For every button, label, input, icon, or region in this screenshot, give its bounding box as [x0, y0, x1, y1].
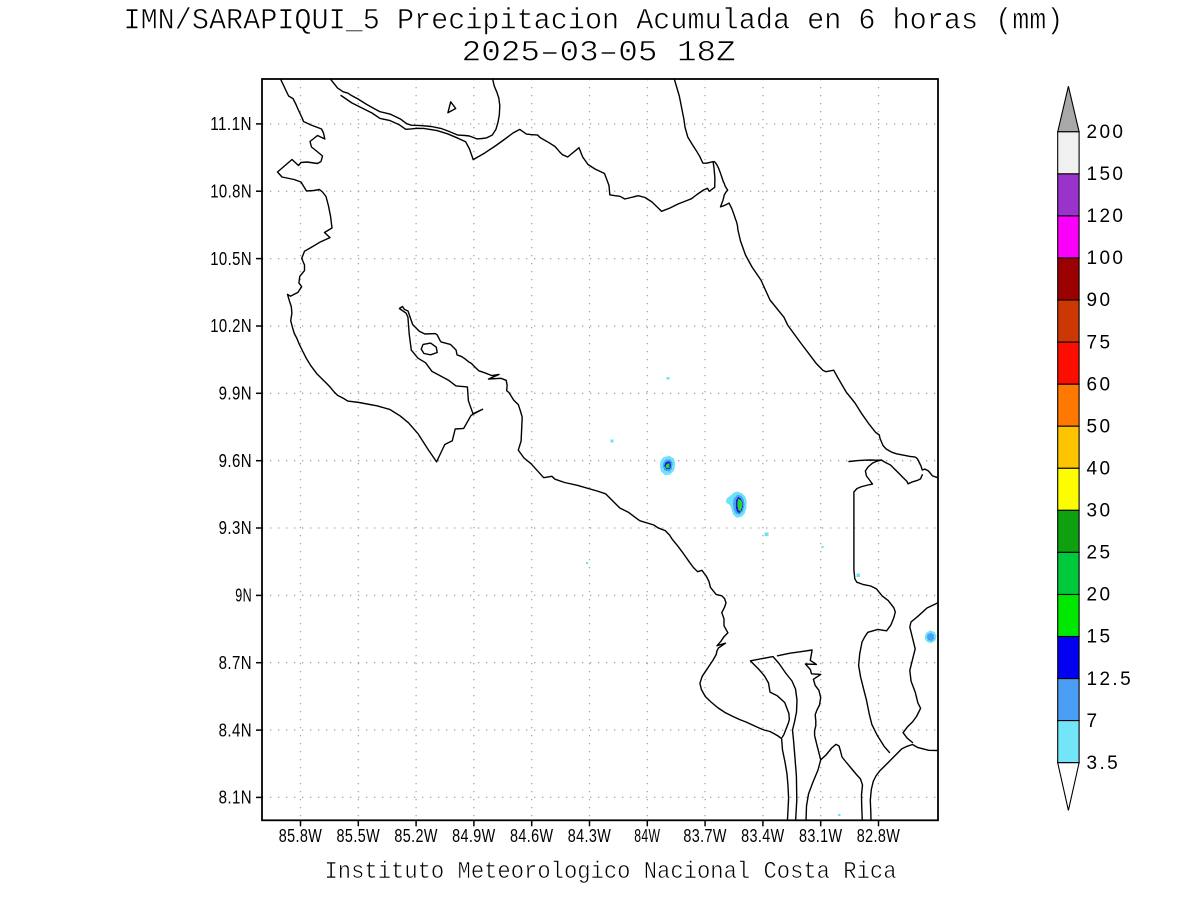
svg-text:84.9W: 84.9W: [452, 826, 496, 846]
svg-text:10.2N: 10.2N: [210, 316, 252, 336]
svg-text:100: 100: [1087, 248, 1126, 269]
svg-text:83.7W: 83.7W: [683, 826, 727, 846]
svg-text:83.4W: 83.4W: [741, 826, 785, 846]
svg-text:11.1N: 11.1N: [210, 114, 252, 134]
svg-text:12.5: 12.5: [1087, 669, 1134, 690]
svg-text:IMN/SARAPIQUI_5 Precipitacion: IMN/SARAPIQUI_5 Precipitacion Acumulada …: [124, 4, 1064, 38]
svg-text:15: 15: [1087, 627, 1113, 648]
svg-text:8.7N: 8.7N: [219, 653, 252, 673]
svg-text:10.5N: 10.5N: [210, 249, 252, 269]
svg-text:150: 150: [1087, 164, 1126, 185]
svg-text:85.2W: 85.2W: [394, 826, 438, 846]
svg-text:8.4N: 8.4N: [219, 720, 252, 740]
svg-text:75: 75: [1087, 332, 1113, 353]
svg-text:200: 200: [1087, 122, 1126, 143]
svg-text:120: 120: [1087, 206, 1126, 227]
svg-text:84.6W: 84.6W: [510, 826, 554, 846]
svg-text:10.8N: 10.8N: [210, 181, 252, 201]
svg-text:82.8W: 82.8W: [857, 826, 901, 846]
svg-text:2025–03–05 18Z: 2025–03–05 18Z: [462, 36, 736, 70]
svg-text:9N: 9N: [235, 586, 252, 606]
svg-text:85.5W: 85.5W: [337, 826, 381, 846]
svg-text:83.1W: 83.1W: [799, 826, 843, 846]
svg-text:7: 7: [1087, 711, 1100, 732]
svg-text:25: 25: [1087, 543, 1113, 564]
svg-text:40: 40: [1087, 459, 1113, 480]
svg-text:9.3N: 9.3N: [219, 518, 252, 538]
svg-text:85.8W: 85.8W: [279, 826, 323, 846]
svg-text:84W: 84W: [634, 826, 660, 846]
svg-text:Instituto Meteorologico Nacion: Instituto Meteorologico Nacional Costa R…: [325, 859, 897, 886]
svg-text:30: 30: [1087, 501, 1113, 522]
svg-text:90: 90: [1087, 290, 1113, 311]
svg-text:9.6N: 9.6N: [219, 451, 252, 471]
svg-text:8.1N: 8.1N: [219, 788, 252, 808]
svg-text:20: 20: [1087, 585, 1113, 606]
svg-text:9.9N: 9.9N: [219, 384, 252, 404]
svg-text:84.3W: 84.3W: [568, 826, 612, 846]
svg-text:50: 50: [1087, 416, 1113, 437]
svg-text:60: 60: [1087, 374, 1113, 395]
svg-text:3.5: 3.5: [1087, 753, 1121, 774]
